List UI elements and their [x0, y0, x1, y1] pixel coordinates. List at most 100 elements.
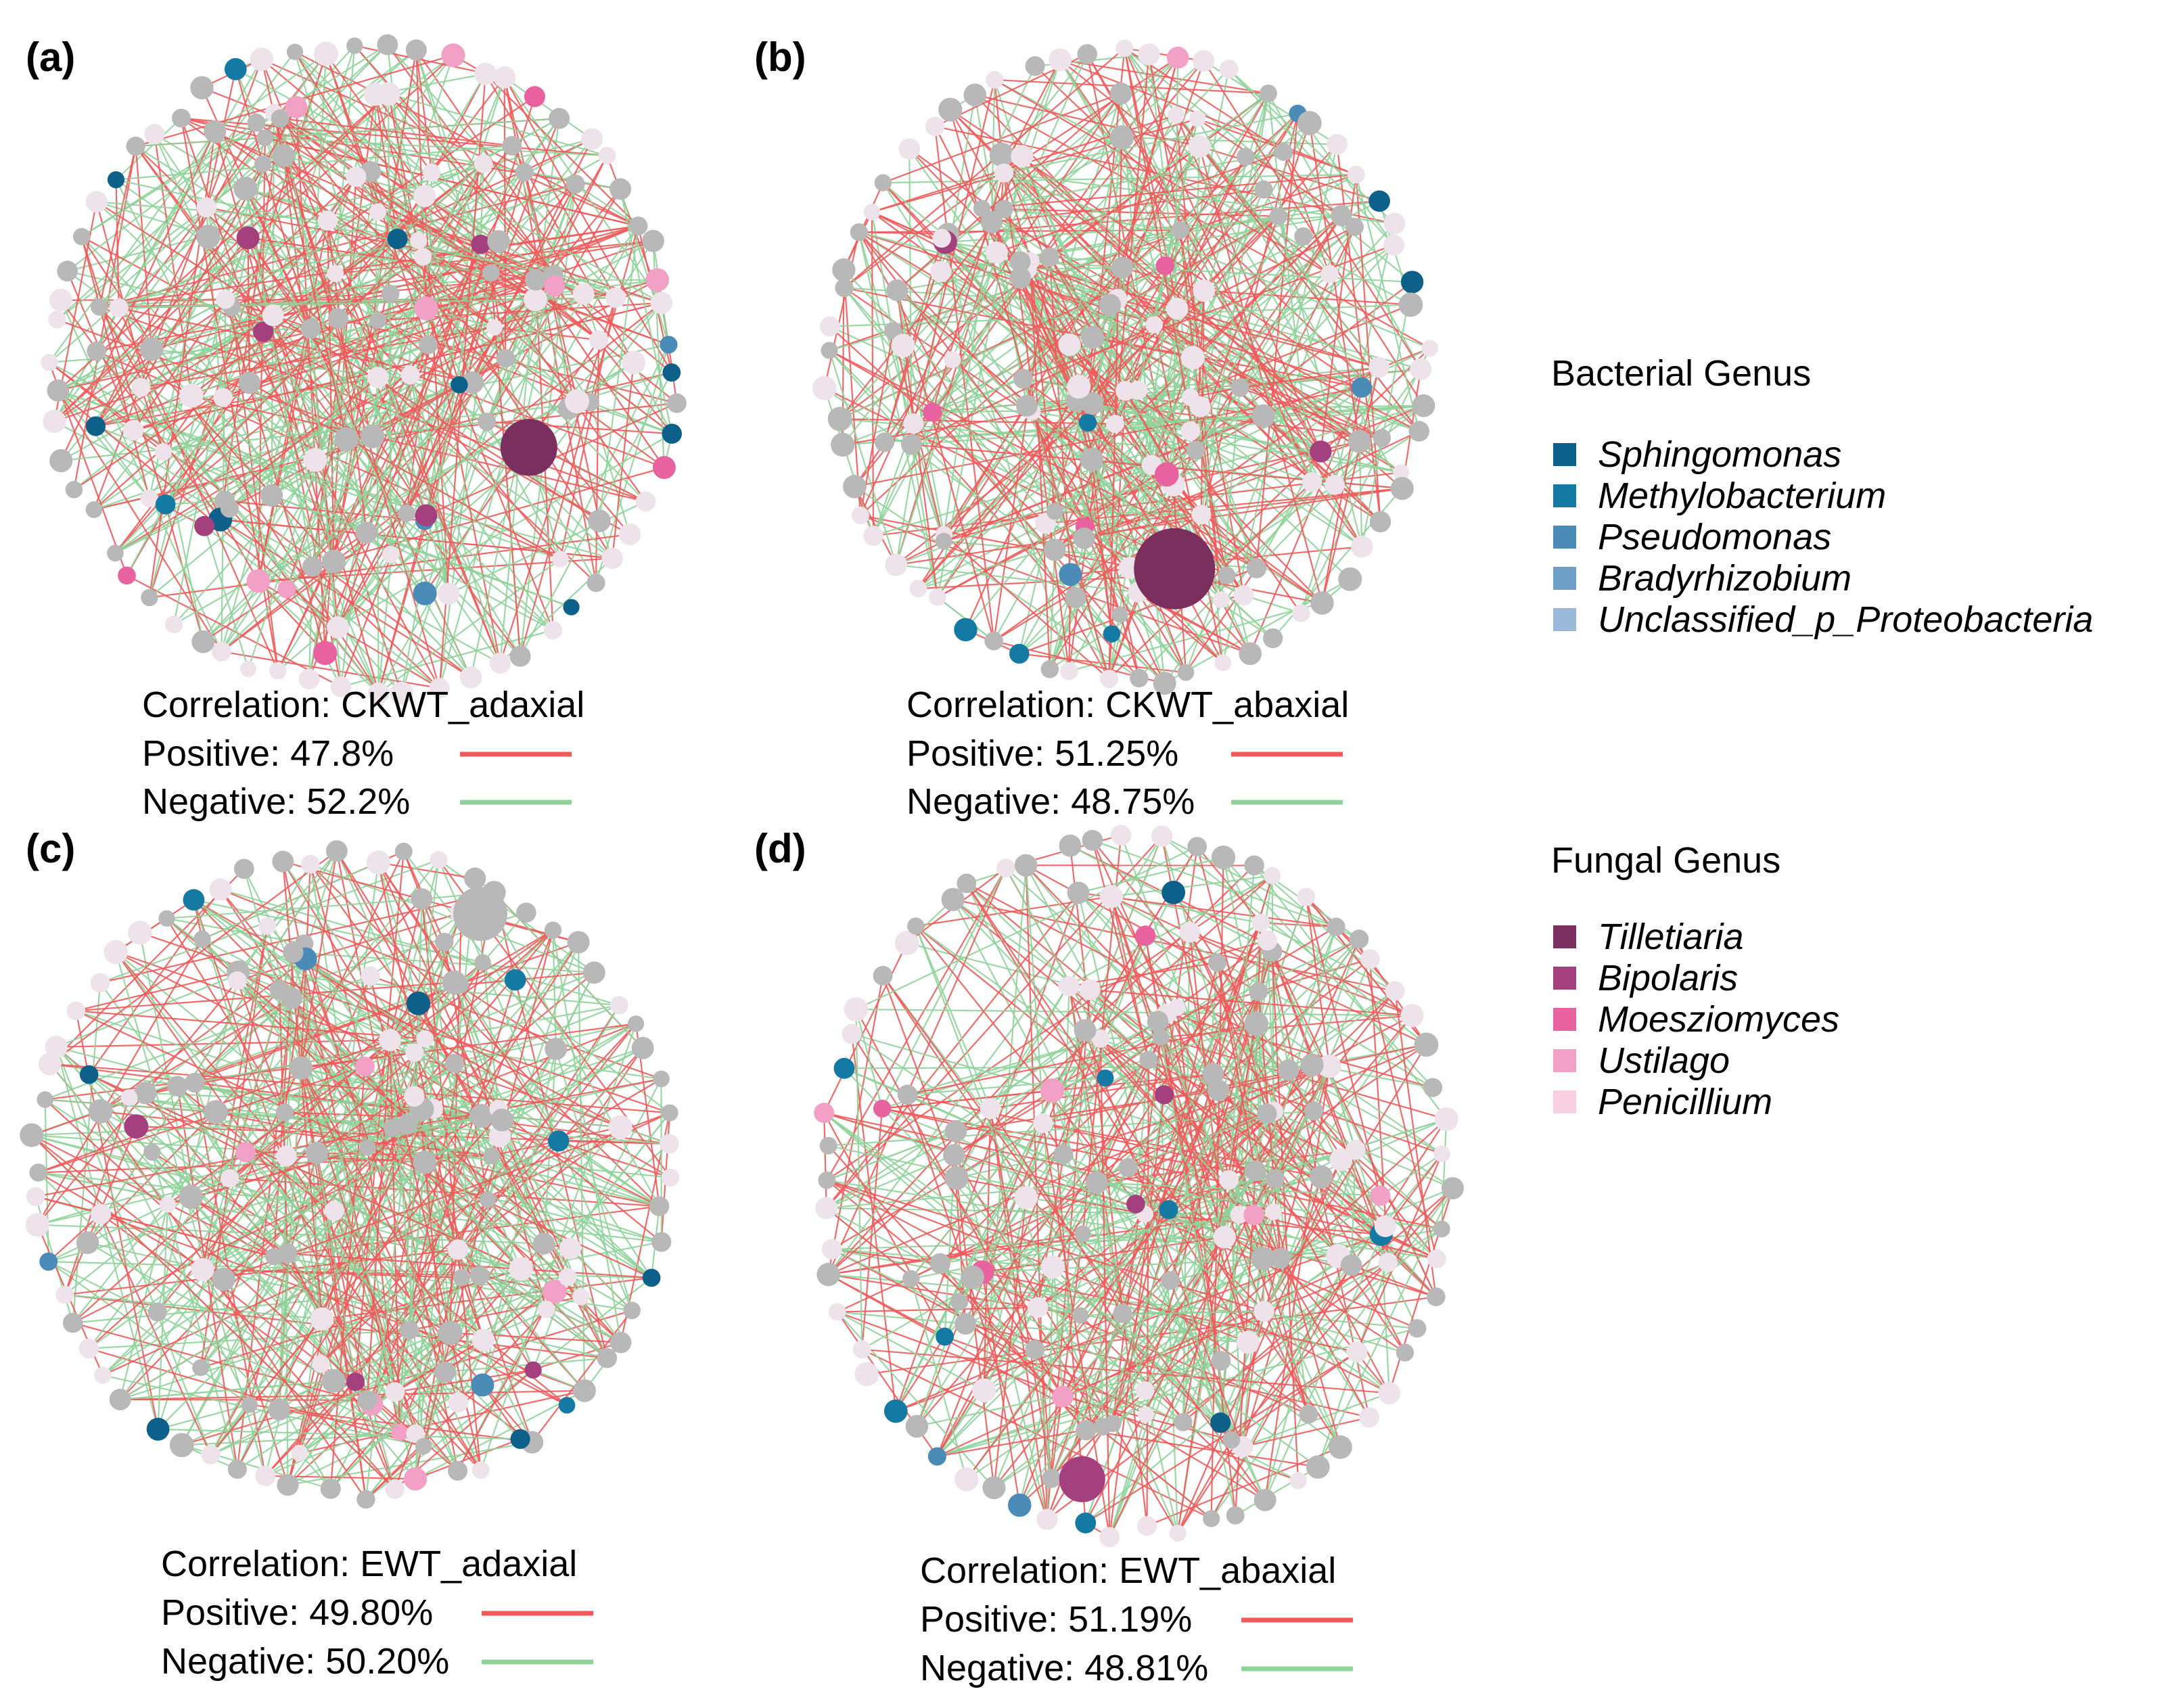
network-node — [954, 618, 978, 642]
network-node — [361, 966, 380, 986]
correlation-edge — [1102, 1170, 1256, 1427]
correlation-edge — [993, 1167, 1129, 1488]
legend-swatch-tilletiaria — [1553, 925, 1576, 948]
positive-label-c: Positive: 49.80% — [161, 1592, 433, 1633]
network-node — [1079, 979, 1101, 1000]
network-node — [490, 1108, 513, 1132]
network-node — [586, 574, 605, 593]
network-node — [525, 269, 547, 291]
correlation-edge — [827, 1145, 1087, 1431]
correlation-edge — [1355, 174, 1420, 432]
correlation-edge — [837, 1306, 1038, 1313]
correlation-edge — [413, 1095, 660, 1207]
correlation-edge — [221, 163, 484, 652]
correlation-edge — [140, 387, 380, 694]
correlation-edge — [965, 883, 1341, 1448]
correlation-edge — [1166, 1013, 1289, 1071]
network-node — [434, 932, 454, 952]
network-node — [1153, 672, 1176, 695]
network-node — [167, 1076, 188, 1097]
correlation-edge — [595, 344, 670, 583]
network-node — [356, 1490, 375, 1509]
correlation-edge — [575, 183, 639, 227]
correlation-edge — [1061, 1110, 1314, 1398]
correlation-edge — [1138, 591, 1224, 664]
network-node — [827, 407, 852, 432]
network-node — [185, 1072, 205, 1093]
correlation-edge — [559, 344, 670, 559]
correlation-edge — [1267, 93, 1313, 482]
legend-item-bipolaris: Bipolaris — [1598, 958, 1738, 998]
correlation-edge — [911, 444, 945, 542]
network-node — [1187, 837, 1207, 856]
network-node — [973, 200, 991, 217]
correlation-edge — [1203, 290, 1380, 369]
network-node — [1374, 1215, 1397, 1237]
network-node — [1136, 1516, 1157, 1536]
network-node — [120, 1089, 138, 1106]
network-node — [1074, 1019, 1097, 1042]
correlation-edge — [45, 1099, 191, 1198]
correlation-edge — [64, 1249, 459, 1296]
correlation-edge — [238, 971, 620, 1007]
correlation-edge — [917, 522, 1046, 590]
network-node — [1166, 47, 1189, 69]
network-node — [405, 1043, 424, 1062]
correlation-edge — [966, 883, 1322, 1178]
correlation-edge — [823, 1112, 1318, 1468]
correlation-edge — [520, 1241, 662, 1270]
network-node — [573, 1379, 596, 1402]
network-node — [451, 376, 468, 394]
network-node — [1383, 212, 1406, 235]
network-node — [1147, 1011, 1169, 1032]
network-node — [821, 1239, 842, 1260]
correlation-edge — [831, 1248, 1299, 1481]
legend-swatch-moesziomyces — [1553, 1008, 1576, 1031]
network-node — [147, 1302, 167, 1322]
correlation-edge — [882, 975, 958, 1178]
correlation-edge — [1003, 112, 1298, 174]
correlation-edge — [1230, 1187, 1454, 1441]
network-node — [891, 333, 915, 358]
correlation-edge — [166, 898, 422, 919]
correlation-edge — [1305, 896, 1331, 1067]
network-node — [39, 1252, 58, 1271]
network-node — [1368, 190, 1390, 212]
correlation-edge — [896, 290, 1092, 461]
correlation-edge — [223, 1112, 670, 1280]
correlation-edge — [374, 94, 398, 239]
network-node — [277, 580, 296, 599]
legend-swatch-penicillium — [1553, 1090, 1576, 1113]
correlation-edge — [829, 267, 1123, 352]
correlation-edge — [55, 1046, 400, 1433]
correlation-edge — [829, 304, 1411, 327]
correlation-edge — [294, 51, 614, 559]
network-node — [1243, 1204, 1264, 1226]
correlation-edge — [827, 875, 1273, 1275]
network-node — [986, 241, 1008, 264]
network-node — [29, 1163, 48, 1182]
network-node — [211, 641, 231, 662]
network-graph-b — [812, 39, 1438, 695]
correlation-edge — [81, 44, 388, 237]
correlation-edge — [503, 76, 672, 373]
correlation-edge — [47, 1213, 101, 1262]
correlation-edge — [80, 236, 166, 505]
network-node — [301, 854, 320, 874]
correlation-edge — [423, 929, 554, 1447]
correlation-edge — [1089, 940, 1268, 991]
network-node — [213, 388, 233, 407]
network-node — [400, 1320, 419, 1340]
network-node — [1257, 930, 1278, 951]
network-node — [289, 1056, 313, 1080]
network-node — [472, 1329, 495, 1352]
network-node — [610, 178, 632, 200]
network-node — [537, 1300, 555, 1318]
network-node — [1065, 586, 1086, 608]
network-node — [650, 292, 673, 315]
correlation-edge — [324, 285, 555, 653]
network-node — [483, 1147, 501, 1165]
network-node — [1219, 60, 1239, 79]
network-node — [989, 142, 1014, 167]
network-node — [582, 961, 605, 984]
